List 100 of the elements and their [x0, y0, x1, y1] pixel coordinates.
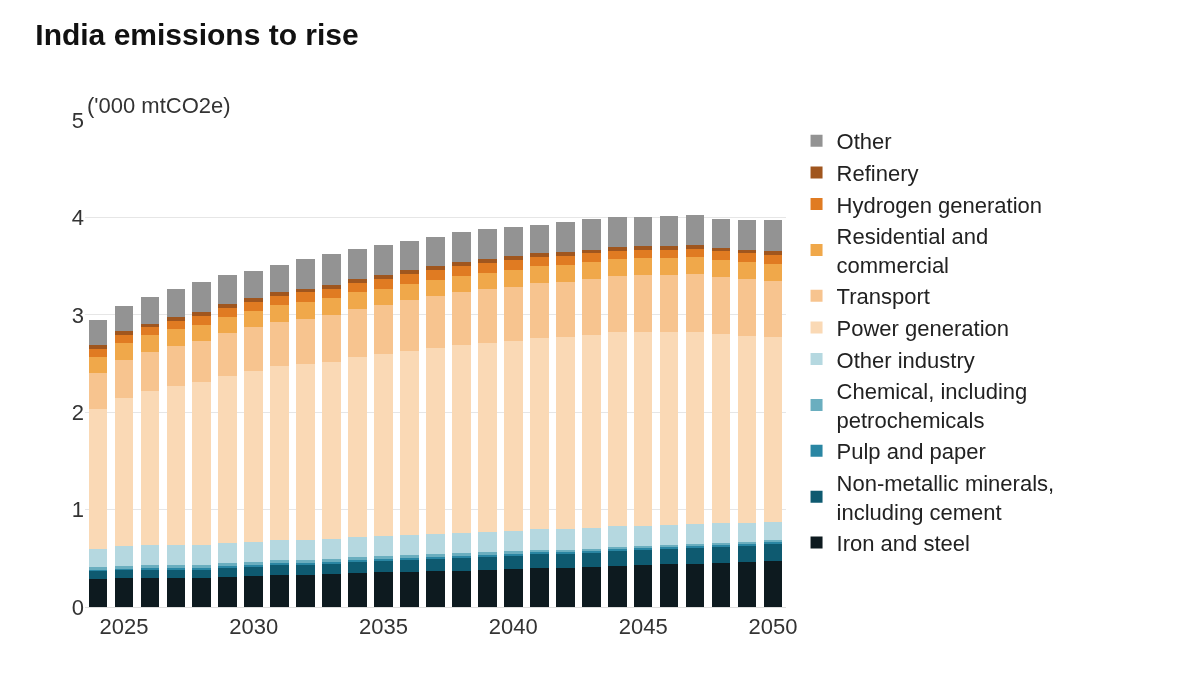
- bar: [218, 567, 238, 577]
- bar: [400, 559, 419, 572]
- bar: [685, 332, 705, 525]
- bar: [140, 335, 160, 352]
- bar: [581, 528, 601, 549]
- bar: [296, 292, 316, 303]
- bar: [400, 270, 419, 274]
- bar: [503, 569, 523, 607]
- bar: [166, 316, 186, 321]
- bar: [478, 569, 497, 607]
- bar: [478, 263, 497, 273]
- legend-label: Residential and commercial: [836, 224, 989, 278]
- bar: [192, 382, 212, 545]
- bar: [711, 563, 731, 607]
- bar: [555, 222, 575, 253]
- bar: [607, 566, 627, 607]
- bar: [685, 244, 705, 249]
- bar: [763, 522, 783, 540]
- bar: [659, 332, 679, 526]
- bar: [296, 259, 316, 289]
- bar: [244, 310, 264, 328]
- bar: [607, 250, 627, 260]
- bar: [348, 292, 367, 309]
- bar: [659, 564, 679, 607]
- bar: [737, 523, 757, 542]
- bar: [322, 314, 341, 362]
- x-tick-label: 2035: [359, 614, 409, 640]
- bar: [659, 274, 679, 333]
- bar: [633, 526, 653, 546]
- bar: [685, 524, 705, 544]
- y-tick-label: 4: [71, 205, 84, 231]
- bar: [218, 376, 238, 543]
- bar: [270, 305, 290, 322]
- bar: [192, 577, 212, 607]
- bar: [685, 273, 705, 333]
- bar: [114, 545, 134, 567]
- bar: [374, 535, 393, 557]
- bar: [659, 525, 679, 545]
- bar: [555, 265, 575, 282]
- bar: [192, 324, 212, 342]
- bar: [400, 534, 419, 556]
- chart-title: India emissions to rise: [35, 17, 359, 51]
- bar: [581, 552, 601, 568]
- bar: [166, 345, 186, 386]
- bar: [400, 283, 419, 301]
- bar: [633, 549, 653, 566]
- bar: [426, 558, 445, 571]
- bar: [581, 262, 601, 279]
- bar: [348, 308, 367, 357]
- bar: [685, 547, 705, 565]
- bar: [529, 266, 549, 283]
- x-tick-label: 2030: [229, 614, 279, 640]
- bar: [270, 564, 290, 575]
- bar: [244, 327, 264, 372]
- bar: [296, 564, 316, 575]
- bar: [88, 409, 108, 549]
- bar: [659, 258, 679, 275]
- bar: [140, 544, 160, 566]
- bar: [478, 272, 497, 290]
- bar: [140, 351, 160, 391]
- bar: [685, 257, 705, 274]
- bar: [88, 373, 108, 410]
- bar: [244, 302, 264, 311]
- bar: [244, 270, 264, 299]
- bar: [659, 548, 679, 565]
- x-tick-label: 2045: [618, 614, 668, 640]
- bar: [581, 335, 601, 529]
- bar: [607, 217, 627, 247]
- bar: [348, 356, 367, 537]
- bar: [711, 251, 731, 261]
- bar: [711, 334, 731, 524]
- bar: [607, 275, 627, 333]
- bar: [711, 523, 731, 543]
- bar: [633, 258, 653, 275]
- bar: [140, 297, 160, 324]
- bar: [581, 219, 601, 250]
- bar: [88, 319, 108, 345]
- bar: [503, 341, 523, 532]
- bar: [659, 245, 679, 250]
- y-tick-label: 3: [71, 302, 84, 328]
- bar: [426, 570, 445, 607]
- bar: [503, 286, 523, 342]
- bar: [348, 572, 367, 607]
- bar: [685, 564, 705, 607]
- bar: [244, 575, 264, 607]
- bar: [685, 215, 705, 245]
- bar: [296, 302, 316, 319]
- bar: [374, 278, 393, 289]
- bar: [114, 335, 134, 344]
- bar: [114, 306, 134, 332]
- x-tick-label: 2050: [748, 614, 798, 640]
- bar: [503, 531, 523, 552]
- bar: [452, 266, 471, 276]
- bar: [348, 536, 367, 558]
- bar: [426, 296, 445, 348]
- bar: [503, 270, 523, 287]
- bar: [322, 254, 341, 285]
- bar: [244, 541, 264, 563]
- bar: [763, 280, 783, 338]
- bar: [452, 292, 471, 345]
